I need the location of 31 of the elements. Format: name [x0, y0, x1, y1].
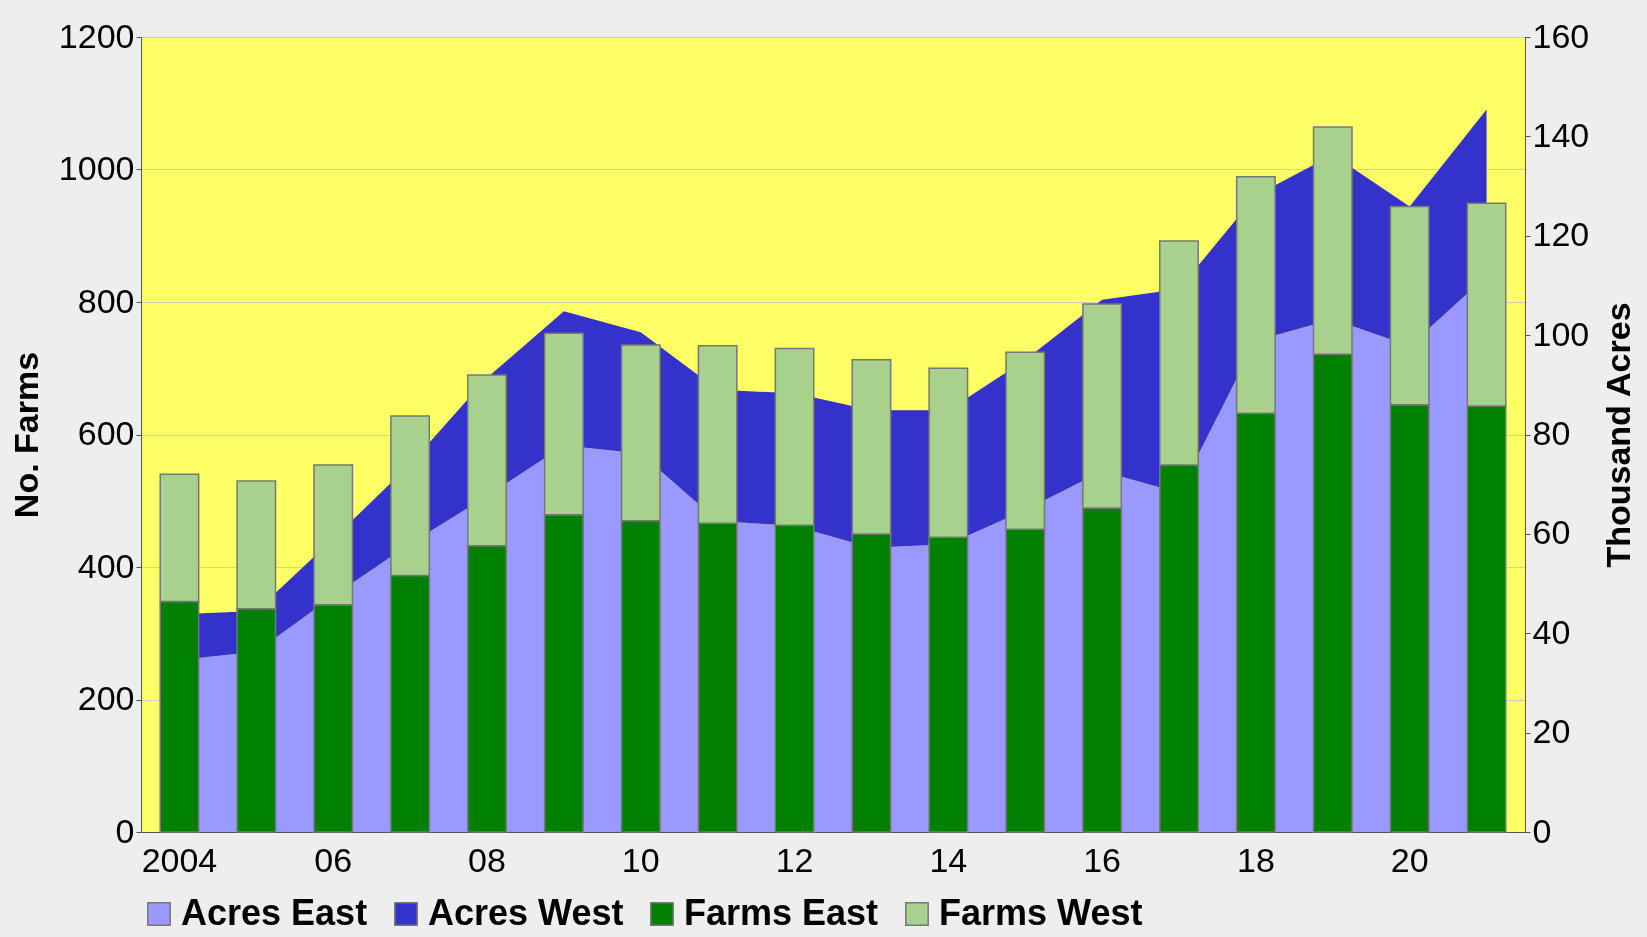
y-tick-label: 1200	[58, 16, 135, 55]
y2-tick-label: 60	[1532, 513, 1571, 552]
y-tick-label: 800	[77, 281, 135, 320]
y-tick-label: 600	[77, 414, 135, 452]
y-tick-label: 1000	[58, 149, 135, 187]
legend-label: Farms West	[939, 892, 1143, 933]
x-tick-label: 18	[1236, 840, 1275, 879]
y2-tick-label: 20	[1532, 712, 1571, 751]
y-tick-label: 200	[77, 679, 135, 717]
legend-label: Acres West	[428, 892, 624, 933]
y2-tick-label: 40	[1532, 612, 1571, 651]
y2-axis-title: Thousand Acres	[1599, 302, 1638, 568]
x-tick-label: 10	[621, 840, 660, 879]
y2-tick-label: 120	[1532, 215, 1590, 254]
y2-tick-label: 140	[1532, 115, 1590, 154]
x-tick-label: 06	[314, 840, 353, 879]
legend-label: Farms East	[684, 892, 879, 933]
x-tick-label: 20	[1390, 840, 1429, 879]
x-tick-label: 2004	[141, 840, 218, 879]
y2-tick-label: 100	[1532, 314, 1590, 353]
y-axis-title: No. Farms	[6, 351, 45, 519]
x-tick-label: 08	[468, 840, 506, 879]
x-tick-label: 16	[1083, 840, 1122, 879]
y2-tick-label: 80	[1532, 414, 1571, 452]
y-tick-label: 0	[115, 811, 135, 850]
y2-tick-label: 160	[1532, 16, 1590, 55]
y2-tick-label: 0	[1532, 811, 1552, 850]
legend-label: Acres East	[181, 892, 368, 933]
y-tick-label: 400	[77, 546, 135, 585]
x-tick-label: 14	[929, 840, 968, 879]
x-tick-label: 12	[775, 840, 814, 879]
